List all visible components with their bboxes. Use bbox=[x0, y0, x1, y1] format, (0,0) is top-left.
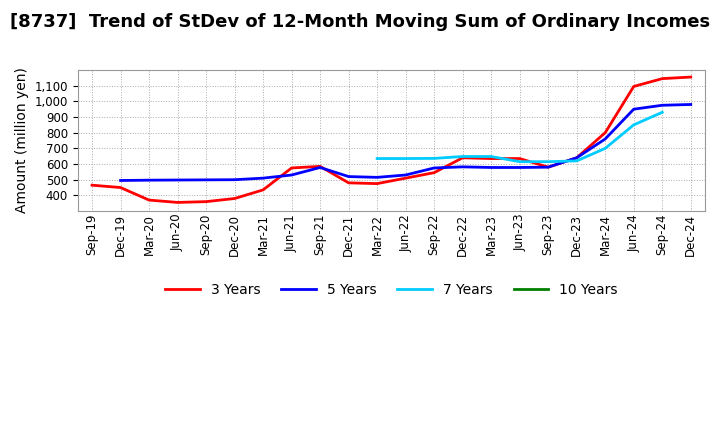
7 Years bbox=[487, 154, 495, 159]
3 Years bbox=[487, 156, 495, 161]
7 Years bbox=[373, 156, 382, 161]
3 Years bbox=[544, 165, 552, 170]
Y-axis label: Amount (million yen): Amount (million yen) bbox=[15, 68, 29, 213]
5 Years bbox=[658, 103, 667, 108]
3 Years bbox=[373, 181, 382, 186]
5 Years bbox=[174, 177, 182, 183]
7 Years bbox=[516, 159, 524, 164]
3 Years bbox=[287, 165, 296, 171]
7 Years bbox=[601, 146, 610, 151]
7 Years bbox=[401, 156, 410, 161]
7 Years bbox=[459, 154, 467, 159]
5 Years bbox=[116, 178, 125, 183]
5 Years bbox=[459, 164, 467, 169]
7 Years bbox=[658, 110, 667, 115]
5 Years bbox=[601, 136, 610, 142]
5 Years bbox=[287, 172, 296, 178]
3 Years bbox=[88, 183, 96, 188]
Text: [8737]  Trend of StDev of 12-Month Moving Sum of Ordinary Incomes: [8737] Trend of StDev of 12-Month Moving… bbox=[10, 13, 710, 31]
5 Years bbox=[629, 106, 638, 112]
5 Years bbox=[516, 165, 524, 170]
3 Years bbox=[258, 187, 267, 193]
5 Years bbox=[572, 155, 581, 161]
3 Years bbox=[230, 196, 239, 201]
Legend: 3 Years, 5 Years, 7 Years, 10 Years: 3 Years, 5 Years, 7 Years, 10 Years bbox=[159, 277, 624, 302]
Line: 3 Years: 3 Years bbox=[92, 77, 690, 202]
3 Years bbox=[686, 74, 695, 80]
7 Years bbox=[544, 159, 552, 164]
3 Years bbox=[316, 164, 325, 169]
3 Years bbox=[516, 156, 524, 161]
3 Years bbox=[459, 155, 467, 161]
Line: 7 Years: 7 Years bbox=[377, 112, 662, 161]
3 Years bbox=[401, 176, 410, 181]
5 Years bbox=[316, 165, 325, 170]
3 Years bbox=[202, 199, 210, 204]
5 Years bbox=[373, 175, 382, 180]
5 Years bbox=[145, 177, 153, 183]
7 Years bbox=[572, 158, 581, 164]
3 Years bbox=[430, 170, 438, 175]
3 Years bbox=[174, 200, 182, 205]
3 Years bbox=[658, 76, 667, 81]
5 Years bbox=[686, 102, 695, 107]
3 Years bbox=[344, 180, 353, 186]
5 Years bbox=[344, 174, 353, 179]
3 Years bbox=[629, 84, 638, 89]
3 Years bbox=[145, 198, 153, 203]
5 Years bbox=[401, 172, 410, 178]
5 Years bbox=[544, 165, 552, 170]
Line: 5 Years: 5 Years bbox=[120, 104, 690, 180]
5 Years bbox=[202, 177, 210, 183]
5 Years bbox=[230, 177, 239, 182]
7 Years bbox=[629, 122, 638, 128]
3 Years bbox=[601, 130, 610, 136]
5 Years bbox=[487, 165, 495, 170]
5 Years bbox=[430, 165, 438, 171]
3 Years bbox=[116, 185, 125, 190]
7 Years bbox=[430, 156, 438, 161]
5 Years bbox=[258, 176, 267, 181]
3 Years bbox=[572, 155, 581, 161]
